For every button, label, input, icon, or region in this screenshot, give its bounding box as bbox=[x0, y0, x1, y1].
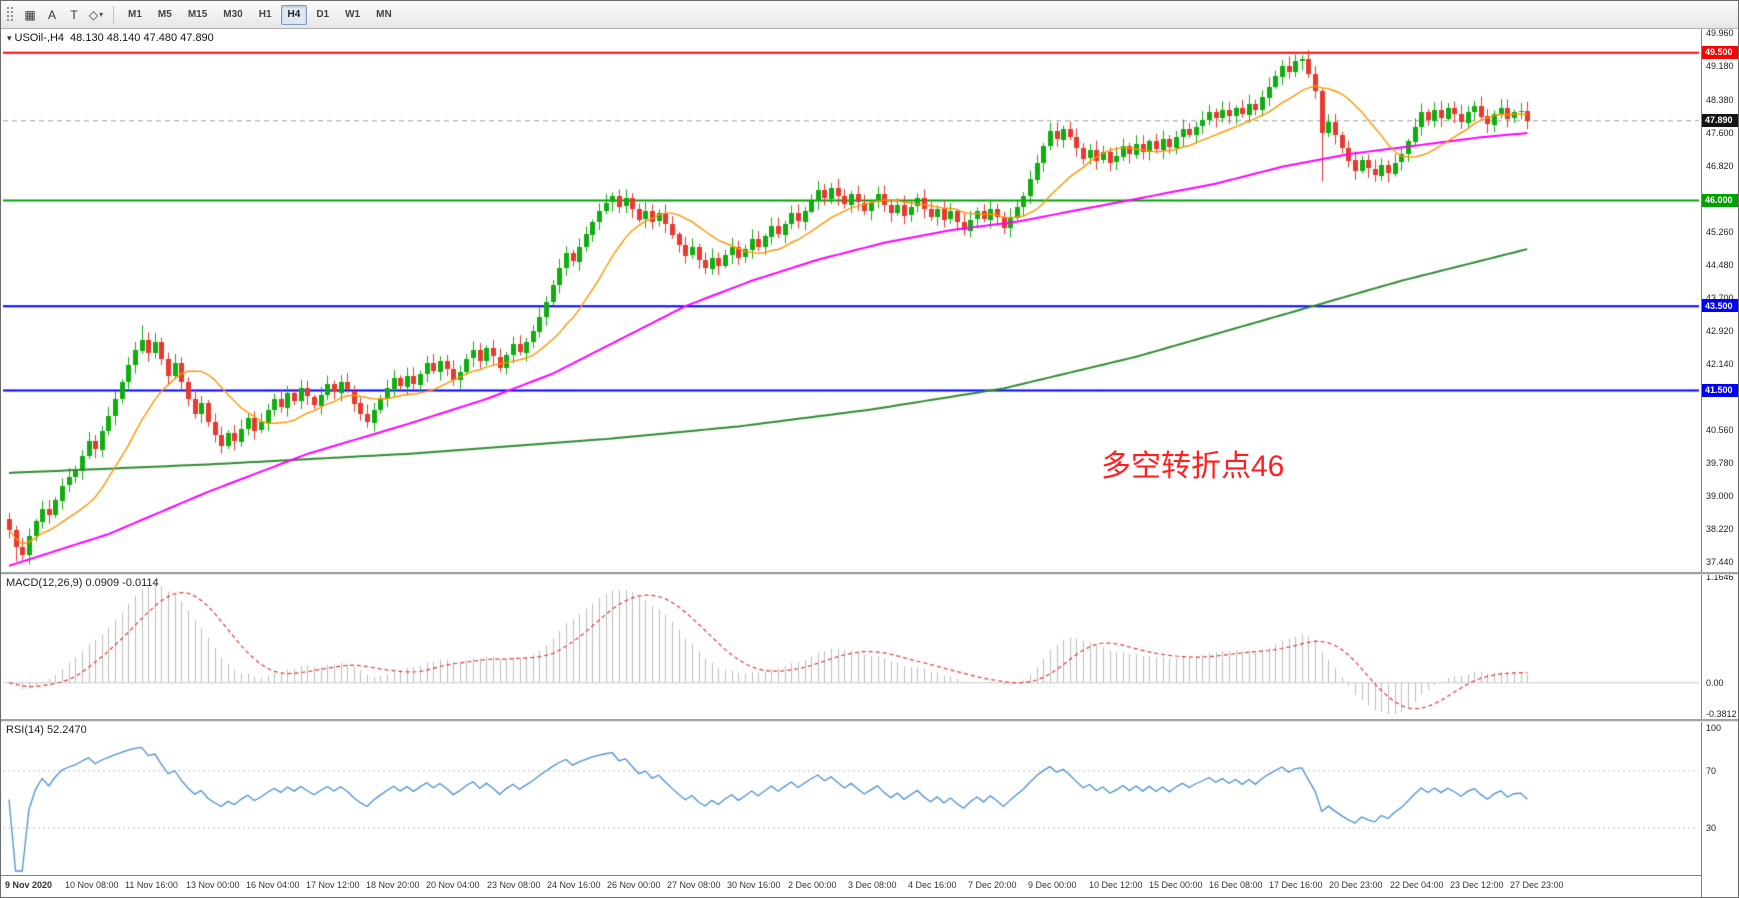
price-tick-label: 46.820 bbox=[1706, 160, 1734, 171]
legend-symbol: USOil-,H4 bbox=[14, 32, 65, 44]
timeframe-button-m1[interactable]: M1 bbox=[121, 5, 149, 25]
timeframe-button-m5[interactable]: M5 bbox=[151, 5, 179, 25]
date-axis-label: 13 Nov 00:00 bbox=[186, 880, 240, 890]
timeframe-button-h1[interactable]: H1 bbox=[252, 5, 279, 25]
timeframe-button-w1[interactable]: W1 bbox=[338, 5, 367, 25]
price-line-badge: 43.500 bbox=[1702, 299, 1738, 313]
price-line-badge: 41.500 bbox=[1702, 383, 1738, 397]
text-tool-button[interactable]: A bbox=[41, 4, 63, 26]
shapes-dropdown-button[interactable]: ◇ ▾ bbox=[85, 4, 107, 26]
date-axis-label: 22 Dec 04:00 bbox=[1390, 880, 1444, 890]
price-line-badge: 46.000 bbox=[1702, 193, 1738, 207]
toolbar-separator bbox=[113, 5, 114, 24]
rsi-axis-label: 100 bbox=[1706, 723, 1722, 733]
price-line-badge: 49.500 bbox=[1702, 45, 1738, 59]
date-axis-label: 23 Nov 08:00 bbox=[487, 880, 541, 890]
label-tool-button[interactable]: T bbox=[63, 4, 85, 26]
macd-axis-label: 0.00 bbox=[1706, 677, 1724, 688]
price-tick-label: 45.260 bbox=[1706, 226, 1734, 237]
price-tick-label: 44.480 bbox=[1706, 259, 1734, 270]
letter-t-icon: T bbox=[70, 7, 78, 22]
date-axis-label: 2 Dec 00:00 bbox=[788, 880, 837, 890]
shapes-icon: ◇ bbox=[88, 7, 99, 22]
date-axis-label: 23 Dec 12:00 bbox=[1450, 880, 1504, 890]
price-tick-label: 43.700 bbox=[1706, 292, 1734, 303]
date-axis-label: 20 Dec 23:00 bbox=[1329, 880, 1383, 890]
price-tick-label: 48.380 bbox=[1706, 95, 1734, 106]
tool-group: ▦ A T ◇ ▾ bbox=[19, 4, 107, 26]
chevron-down-icon: ▾ bbox=[99, 10, 104, 19]
date-axis-label: 26 Nov 00:00 bbox=[607, 880, 661, 890]
letter-a-icon: A bbox=[47, 7, 56, 22]
date-axis-label: 17 Dec 16:00 bbox=[1269, 880, 1323, 890]
toolbar: ▦ A T ◇ ▾ M1 M5 M15 M30 H1 H4 D1 W1 MN bbox=[1, 1, 1738, 29]
chart-annotation[interactable]: 多空转折点46 bbox=[1101, 450, 1285, 483]
macd-axis-label: 1.1646 bbox=[1706, 572, 1734, 582]
price-tick-label: 49.180 bbox=[1706, 61, 1734, 72]
date-axis-label: 18 Nov 20:00 bbox=[366, 880, 420, 890]
date-axis-label: 16 Dec 08:00 bbox=[1209, 880, 1263, 890]
timeframe-button-mn[interactable]: MN bbox=[369, 5, 399, 25]
price-tick-label: 49.960 bbox=[1706, 28, 1734, 39]
date-axis-label: 30 Nov 16:00 bbox=[727, 880, 781, 890]
price-tick-label: 42.140 bbox=[1706, 358, 1734, 369]
date-axis-label: 20 Nov 04:00 bbox=[426, 880, 480, 890]
date-axis-label: 11 Nov 16:00 bbox=[125, 880, 178, 890]
date-axis-label: 4 Dec 16:00 bbox=[908, 880, 957, 890]
date-axis-label: 24 Nov 16:00 bbox=[547, 880, 601, 890]
toolbar-drag-handle[interactable] bbox=[6, 6, 14, 23]
date-axis-label: 27 Dec 23:00 bbox=[1510, 880, 1564, 890]
symbol-dropdown-icon[interactable]: ▾ bbox=[7, 33, 12, 43]
price-tick-label: 42.920 bbox=[1706, 325, 1734, 336]
macd-label: MACD(12,26,9) 0.0909 -0.0114 bbox=[6, 577, 159, 589]
date-axis-label: 7 Dec 20:00 bbox=[968, 880, 1017, 890]
grid-icon: ▦ bbox=[24, 7, 36, 22]
timeframe-button-m30[interactable]: M30 bbox=[216, 5, 249, 25]
date-axis-label: 9 Nov 2020 bbox=[5, 880, 53, 890]
legend-ohlc: 48.130 48.140 47.480 47.890 bbox=[70, 32, 214, 44]
price-tick-label: 40.560 bbox=[1706, 425, 1734, 436]
date-axis-label: 16 Nov 04:00 bbox=[246, 880, 300, 890]
date-axis[interactable]: 9 Nov 2020 10 Nov 08:00 11 Nov 16:00 13 Nov… bbox=[1, 875, 1701, 897]
chart-legend: ▾ USOil-,H4 48.130 48.140 47.480 47.890 bbox=[7, 32, 214, 44]
price-tick-label: 38.220 bbox=[1706, 524, 1734, 535]
timeframe-button-h4[interactable]: H4 bbox=[280, 4, 308, 25]
price-axis[interactable]: 49.960 49.180 48.380 47.600 46.820 45.260 44.4… bbox=[1701, 28, 1738, 897]
date-axis-label: 15 Dec 00:00 bbox=[1149, 880, 1203, 890]
pane-separator-rsi[interactable] bbox=[1, 719, 1738, 722]
price-tick-label: 37.440 bbox=[1706, 556, 1734, 567]
price-tick-label: 39.000 bbox=[1706, 491, 1734, 502]
grid-tool-button[interactable]: ▦ bbox=[19, 4, 41, 26]
pane-separator-macd[interactable] bbox=[1, 572, 1738, 575]
date-axis-label: 10 Nov 08:00 bbox=[65, 880, 119, 890]
date-axis-label: 10 Dec 12:00 bbox=[1089, 880, 1143, 890]
date-axis-label: 27 Nov 08:00 bbox=[667, 880, 721, 890]
date-axis-label: 9 Dec 00:00 bbox=[1028, 880, 1077, 890]
timeframe-button-d1[interactable]: D1 bbox=[309, 5, 336, 25]
rsi-axis-label: 30 bbox=[1706, 823, 1717, 834]
macd-axis-label: -0.3812 bbox=[1706, 709, 1737, 719]
date-axis-label: 3 Dec 08:00 bbox=[848, 880, 897, 890]
timeframe-group: M1 M5 M15 M30 H1 H4 D1 W1 MN bbox=[120, 4, 400, 25]
current-price-badge: 47.890 bbox=[1702, 113, 1738, 127]
rsi-axis-label: 70 bbox=[1706, 765, 1717, 776]
date-axis-label: 17 Nov 12:00 bbox=[306, 880, 360, 890]
price-tick-label: 39.780 bbox=[1706, 458, 1734, 469]
rsi-label: RSI(14) 52.2470 bbox=[6, 724, 87, 736]
timeframe-button-m15[interactable]: M15 bbox=[181, 5, 214, 25]
price-tick-label: 47.600 bbox=[1706, 128, 1734, 139]
